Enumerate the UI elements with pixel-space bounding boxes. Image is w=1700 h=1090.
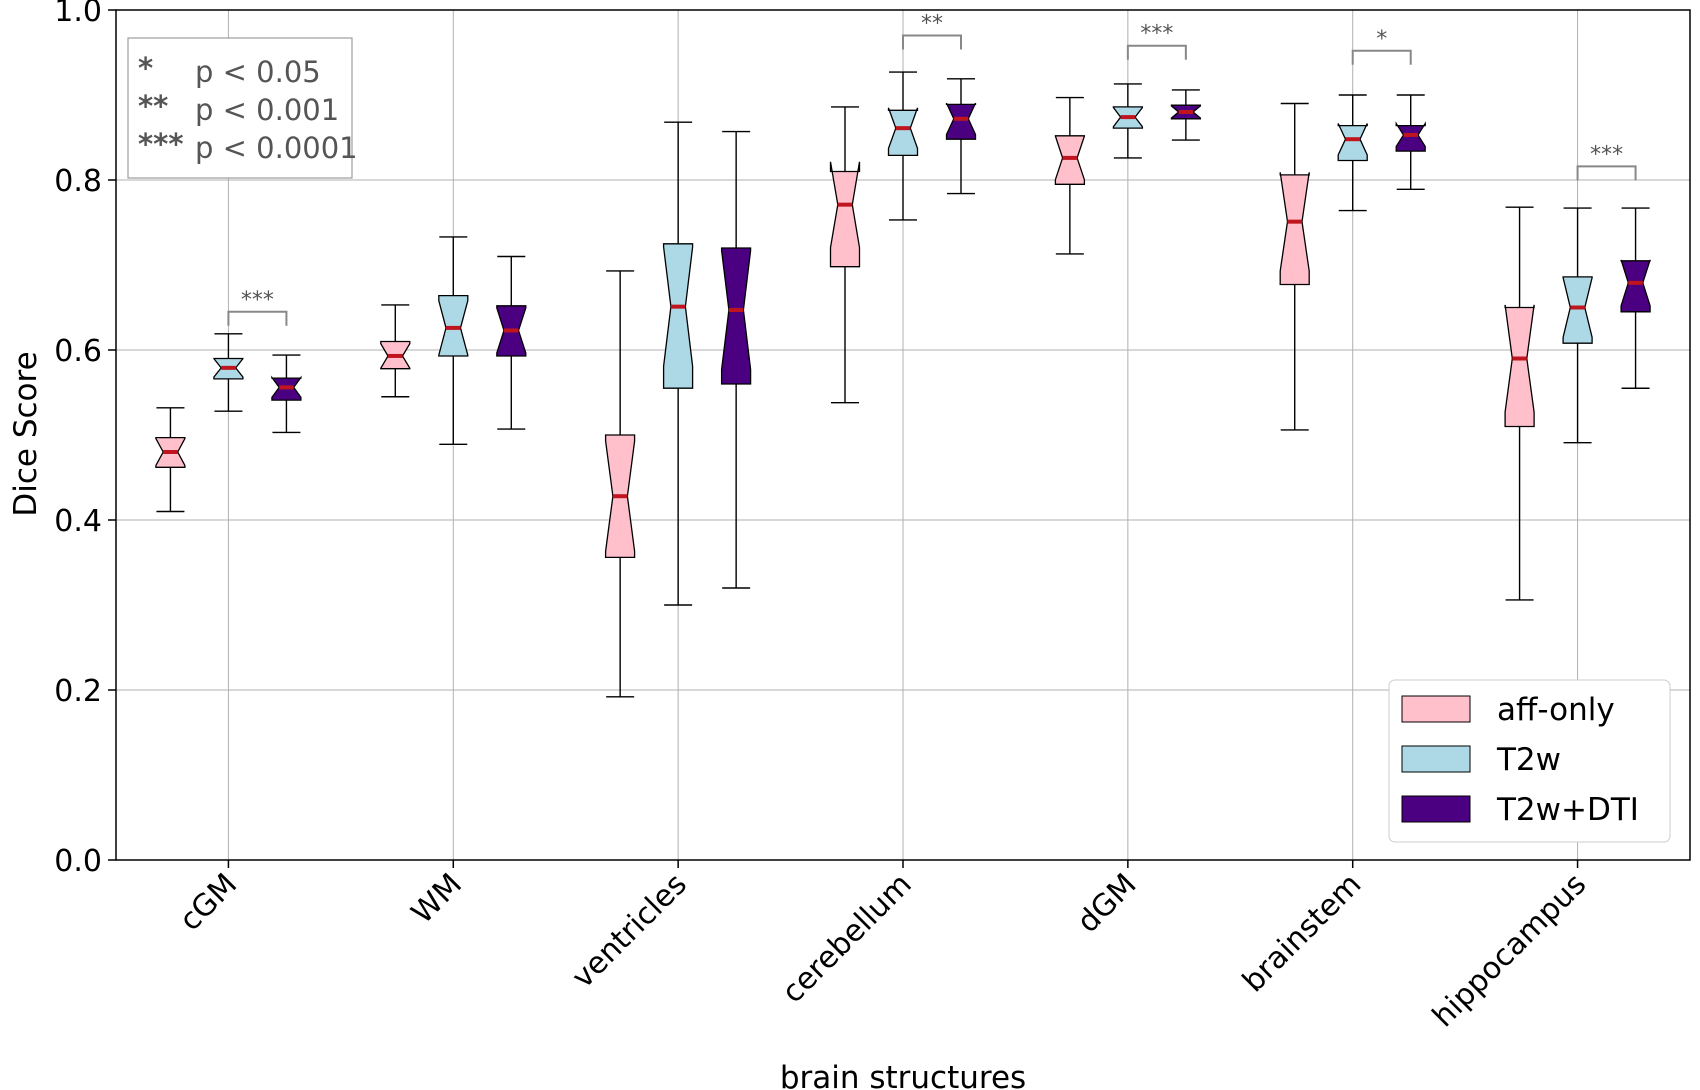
legend-label-t2w-dti: T2w+DTI: [1496, 792, 1639, 828]
box-t2w-cgm: [213, 333, 244, 412]
sig-key-meaning-2: p < 0.001: [195, 93, 339, 127]
sig-bracket-cgm: ***: [227, 288, 288, 326]
x-tick-label-wm: WM: [405, 867, 469, 931]
y-tick-label: 0.8: [54, 164, 102, 199]
y-tick-label: 0.0: [54, 844, 102, 879]
x-tick-label-hippocampus: hippocampus: [1426, 867, 1593, 1034]
legend-label-aff-only: aff-only: [1497, 692, 1615, 728]
legend-swatch-aff-only: [1401, 695, 1471, 723]
box-body: [1562, 276, 1593, 344]
sig-key-symbol-2: **: [138, 89, 168, 123]
sig-bracket-label: *: [1376, 27, 1387, 52]
significance-brackets: ***** *** ****: [227, 12, 1637, 326]
box-body: [662, 243, 694, 389]
box-t2w-dti-cgm: [271, 354, 302, 434]
box-aff-only-cgm: [155, 407, 186, 513]
x-axis-label: brain structures: [780, 1060, 1026, 1090]
legend: aff-only T2w T2w+DTI: [1388, 679, 1671, 843]
box-t2w-wm: [438, 236, 469, 446]
box-aff-only-wm: [380, 304, 411, 398]
y-tick-label: 0.2: [54, 674, 102, 709]
sig-bracket-line: [1351, 49, 1412, 65]
box-t2w-dti-wm: [496, 255, 527, 430]
sig-bracket-line: [227, 310, 288, 326]
box-aff-only-cerebellum: [829, 106, 861, 404]
box-body: [1504, 304, 1535, 428]
significance-key-box: * p < 0.05 ** p < 0.001 *** p < 0.0001: [127, 37, 358, 179]
x-tick-label-brainstem: brainstem: [1236, 867, 1368, 999]
box-aff-only-brainstem: [1279, 102, 1310, 431]
sig-bracket-dgm: ***: [1126, 22, 1187, 60]
sig-bracket-line: [1576, 165, 1637, 181]
box-t2w-dti-cerebellum: [945, 78, 977, 195]
box-body: [1395, 121, 1426, 152]
legend-label-t2w: T2w: [1496, 742, 1561, 778]
box-t2w-dti-ventricles: [720, 130, 752, 589]
box-t2w-cerebellum: [887, 71, 919, 221]
box-t2w-dti-dgm: [1170, 89, 1202, 141]
y-tick-label: 0.6: [54, 334, 102, 369]
sig-bracket-label: ***: [1590, 142, 1623, 167]
sig-bracket-brainstem: *: [1351, 27, 1412, 65]
box-aff-only-dgm: [1054, 96, 1086, 255]
box-aff-only-hippocampus: [1504, 206, 1535, 601]
x-tick-label-cgm: cGM: [173, 867, 244, 938]
box-aff-only-ventricles: [604, 270, 636, 698]
box-plot-marks: [155, 71, 1651, 698]
sig-bracket-hippocampus: ***: [1576, 142, 1637, 181]
x-tick-label-cerebellum: cerebellum: [775, 867, 918, 1010]
sig-key-symbol-1: *: [138, 51, 153, 85]
sig-bracket-cerebellum: **: [902, 12, 962, 50]
box-t2w-dti-hippocampus: [1620, 207, 1651, 389]
box-body: [887, 107, 919, 157]
y-tick-label: 0.4: [54, 504, 102, 539]
y-axis-label: Dice Score: [8, 351, 44, 516]
legend-swatch-t2w-dti: [1401, 795, 1471, 823]
box-body: [1337, 123, 1368, 162]
sig-bracket-label: ***: [241, 288, 274, 313]
box-body: [829, 161, 861, 268]
sig-bracket-label: ***: [1140, 22, 1173, 47]
sig-key-meaning-3: p < 0.0001: [195, 131, 358, 165]
sig-bracket-line: [1126, 44, 1187, 60]
box-t2w-dti-brainstem: [1395, 94, 1426, 191]
box-body: [1054, 135, 1086, 185]
legend-swatch-t2w: [1401, 745, 1471, 773]
box-t2w-dgm: [1112, 83, 1144, 159]
box-t2w-hippocampus: [1562, 207, 1593, 444]
box-body: [438, 294, 469, 357]
box-t2w-brainstem: [1337, 94, 1368, 212]
x-tick-label-ventricles: ventricles: [565, 867, 693, 995]
box-t2w-ventricles: [662, 121, 694, 606]
sig-key-meaning-1: p < 0.05: [195, 55, 321, 89]
sig-bracket-label: **: [921, 12, 943, 37]
box-body: [945, 102, 977, 140]
x-tick-label-dgm: dGM: [1071, 867, 1144, 940]
y-tick-label: 1.0: [54, 0, 102, 29]
box-body: [720, 247, 752, 385]
box-body: [1279, 172, 1310, 286]
sig-key-symbol-3: ***: [138, 127, 184, 161]
sig-bracket-line: [902, 34, 962, 50]
box-body: [1620, 259, 1651, 313]
